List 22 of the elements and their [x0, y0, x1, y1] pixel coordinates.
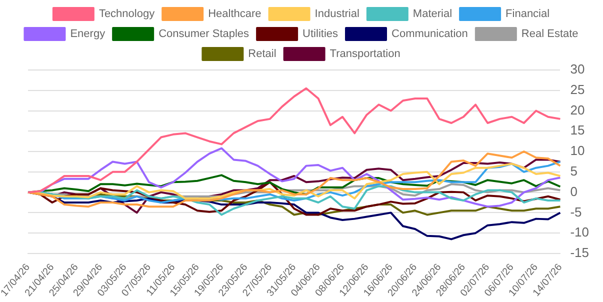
y-tick-label: 5	[570, 164, 578, 179]
y-tick-label: 25	[570, 82, 585, 97]
legend-label: Material	[412, 8, 452, 20]
legend-label: Transportation	[330, 48, 400, 60]
legend-label: Retail	[248, 48, 276, 60]
legend-label: Energy	[70, 28, 106, 40]
y-tick-label: -10	[570, 224, 590, 240]
y-tick-label: 30	[570, 62, 585, 77]
y-tick-label: -15	[570, 245, 590, 260]
y-tick-label: 10	[570, 143, 585, 158]
legend-label: Healthcare	[208, 8, 262, 20]
legend-label: Utilities	[302, 28, 339, 40]
y-tick-label: 15	[570, 122, 585, 138]
legend-label: Real Estate	[521, 28, 578, 40]
legend-label: Technology	[98, 8, 156, 20]
legend-label: Communication	[392, 28, 468, 40]
y-tick-label: 0	[570, 184, 578, 199]
legend-label: Industrial	[314, 8, 360, 20]
y-tick-label: -5	[570, 204, 582, 220]
legend-label: Consumer Staples	[158, 28, 250, 40]
y-tick-label: 20	[570, 102, 585, 118]
legend-label: Financial	[506, 8, 550, 20]
